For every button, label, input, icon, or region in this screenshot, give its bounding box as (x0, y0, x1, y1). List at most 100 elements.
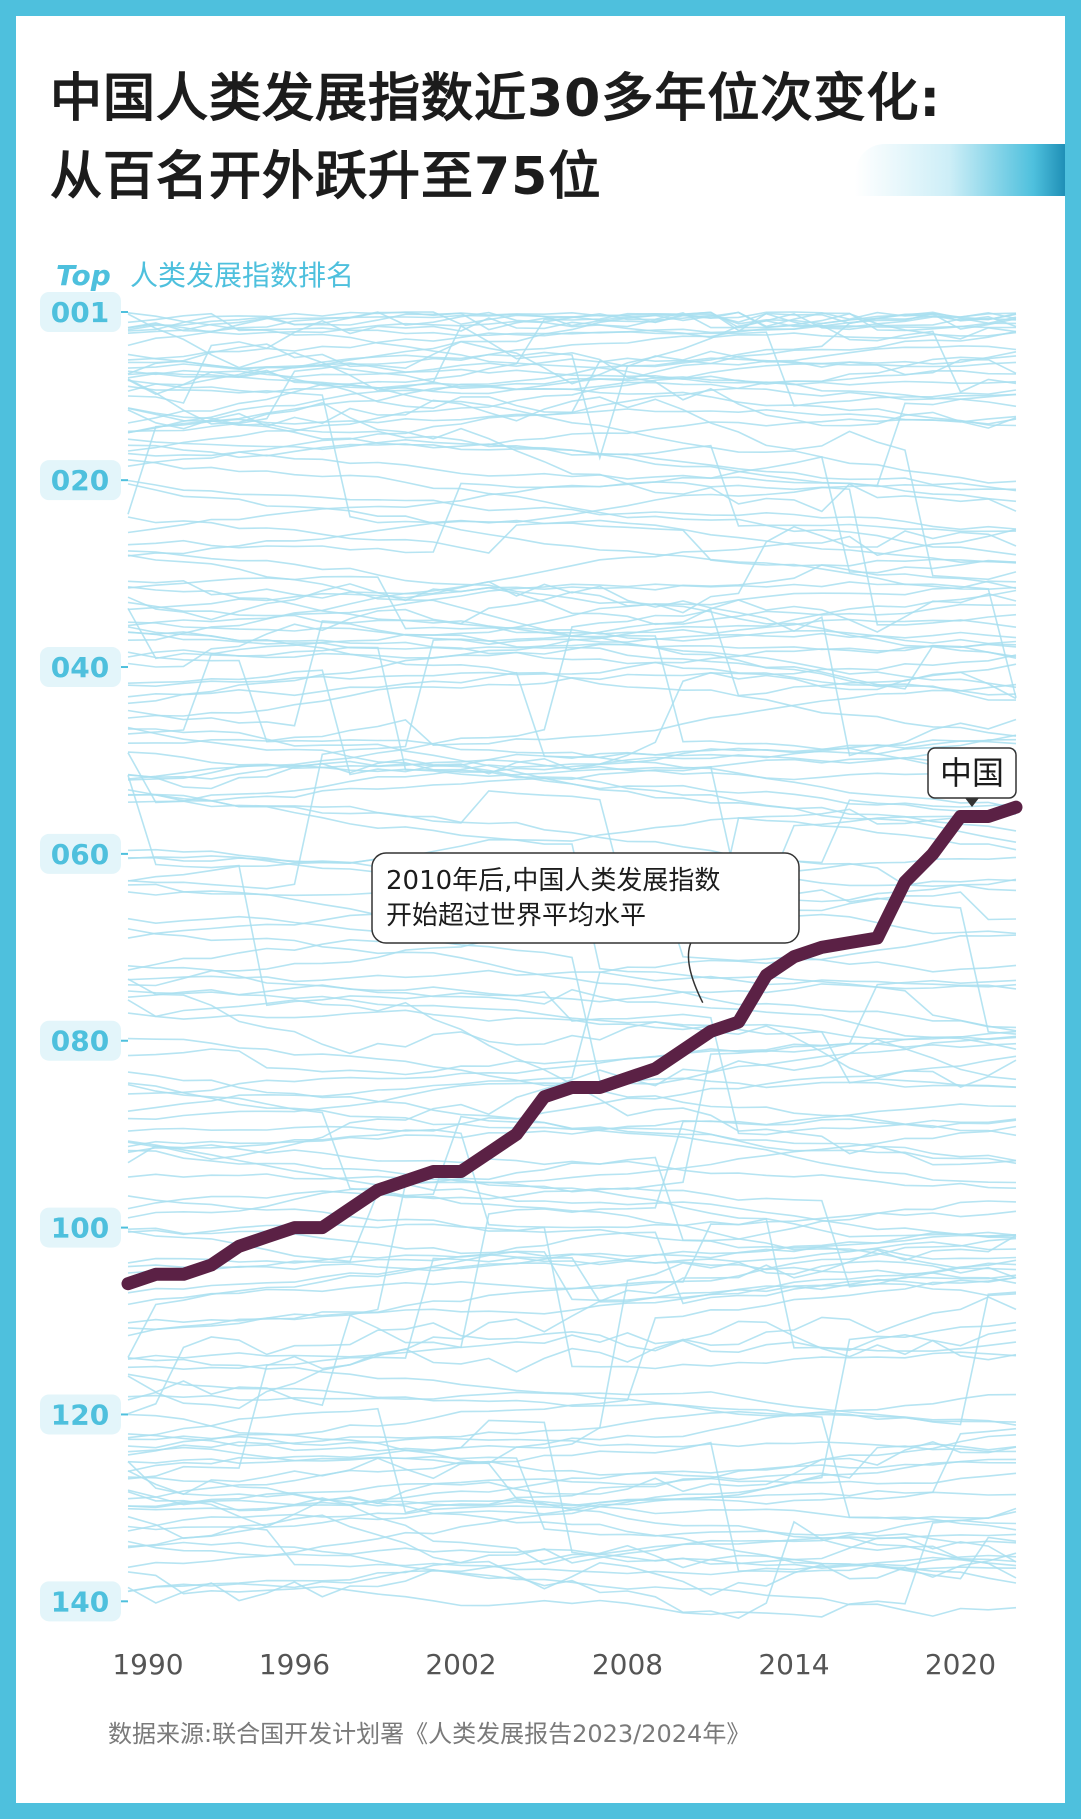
callout-box (371, 852, 800, 944)
background-country-line (127, 808, 1017, 882)
data-source-note: 数据来源:联合国开发计划署《人类发展报告2023/2024年》 (108, 1720, 751, 1748)
background-country-line (127, 669, 1017, 776)
background-country-line (127, 759, 1017, 781)
background-country-line (127, 1540, 1017, 1617)
background-country-line (127, 1296, 1017, 1480)
background-country-line (127, 581, 1017, 627)
background-country-line (127, 1009, 1017, 1088)
background-country-line (127, 378, 1017, 513)
background-country-line (127, 1260, 1017, 1496)
background-country-line (127, 361, 1017, 467)
background-country-line (127, 1234, 1017, 1294)
background-country-line (127, 988, 1017, 1041)
background-country-line (127, 312, 1017, 404)
background-country-line (127, 311, 1017, 333)
background-country-line (127, 1525, 1017, 1576)
y-tick-badge (40, 292, 121, 332)
background-country-line (127, 1510, 1017, 1593)
y-tick-label: 080 (51, 1025, 109, 1058)
background-country-line (127, 790, 1017, 935)
background-country-line (127, 481, 1017, 628)
background-country-line (127, 1141, 1017, 1189)
background-country-line (127, 369, 1017, 395)
background-country-line (127, 1407, 1017, 1514)
background-country-line (127, 1472, 1017, 1509)
y-tick-label: 020 (51, 464, 109, 497)
background-country-line (127, 1038, 1017, 1164)
title-line-1: 中国人类发展指数近30多年位次变化: (50, 69, 942, 129)
background-country-line (127, 1489, 1017, 1532)
background-country-line (127, 311, 1017, 347)
background-country-line (127, 1191, 1017, 1271)
y-axis-prefix: Top (56, 259, 111, 292)
background-country-line (127, 459, 1017, 556)
background-country-line (127, 1125, 1017, 1229)
background-country-line (127, 1314, 1017, 1407)
background-country-line (127, 379, 1017, 401)
background-country-line (127, 1476, 1017, 1584)
background-country-line (127, 393, 1017, 557)
background-country-line (127, 362, 1017, 386)
callout-connector (687, 942, 704, 1004)
x-tick-label: 2002 (425, 1648, 496, 1681)
background-country-line (127, 928, 1017, 1029)
x-tick-label: 2008 (592, 1648, 663, 1681)
background-country-line (127, 969, 1017, 990)
background-country-line (127, 643, 1017, 688)
y-tick-badge (40, 833, 121, 874)
background-country-line (127, 1222, 1017, 1370)
background-country-line (127, 1140, 1017, 1238)
background-country-line (127, 671, 1017, 764)
background-country-line (127, 793, 1017, 1032)
background-country-line (127, 550, 1017, 659)
background-country-line (127, 1435, 1017, 1451)
background-country-line (127, 351, 1017, 461)
background-country-line (127, 621, 1017, 646)
background-country-line (127, 311, 1017, 424)
background-country-line (127, 325, 1016, 361)
background-country-line (127, 483, 1017, 590)
background-country-line (127, 646, 1017, 771)
background-country-line (127, 631, 1017, 689)
background-country-line (127, 1276, 1017, 1324)
background-country-line (127, 1410, 1017, 1521)
callout-text: 2010年后,中国人类发展指数 (386, 866, 720, 896)
y-tick-label: 040 (51, 651, 109, 684)
background-country-line (127, 407, 1017, 503)
background-country-line (127, 1055, 1017, 1154)
background-country-line (127, 1149, 1017, 1239)
y-tick-badge (40, 1020, 121, 1061)
background-country-line (127, 418, 1017, 451)
background-country-line (127, 789, 1017, 864)
background-country-line (127, 586, 1017, 771)
background-country-line (127, 984, 1017, 1136)
background-country-line (127, 1234, 1017, 1410)
y-tick-badge (40, 460, 121, 501)
background-country-lines (127, 311, 1017, 1619)
background-country-line (127, 601, 1017, 690)
x-tick-label: 2014 (758, 1648, 829, 1681)
background-country-line (127, 583, 1017, 633)
background-country-line (127, 1533, 1017, 1592)
background-country-line (127, 1103, 1017, 1148)
background-country-line (127, 1173, 1017, 1297)
background-country-line (127, 313, 1017, 429)
background-country-line (127, 1250, 1017, 1358)
background-country-line (127, 1241, 1017, 1371)
background-country-line (127, 1320, 1017, 1415)
background-country-line (127, 407, 1017, 492)
background-country-line (127, 1291, 1017, 1426)
background-country-line (127, 456, 1017, 574)
background-country-line (128, 728, 1017, 832)
y-tick-label: 001 (51, 296, 109, 329)
background-country-line (127, 1520, 1017, 1619)
background-country-line (127, 1083, 1017, 1197)
background-country-line (127, 355, 1017, 452)
background-country-line (127, 1427, 1017, 1508)
china-label-text: 中国 (940, 754, 1004, 792)
x-tick-label: 1996 (259, 1648, 330, 1681)
page-title: 中国人类发展指数近30多年位次变化: 从百名开外跃升至75位 (50, 60, 1060, 216)
background-country-line (127, 619, 1017, 727)
background-country-line (127, 1514, 1017, 1596)
